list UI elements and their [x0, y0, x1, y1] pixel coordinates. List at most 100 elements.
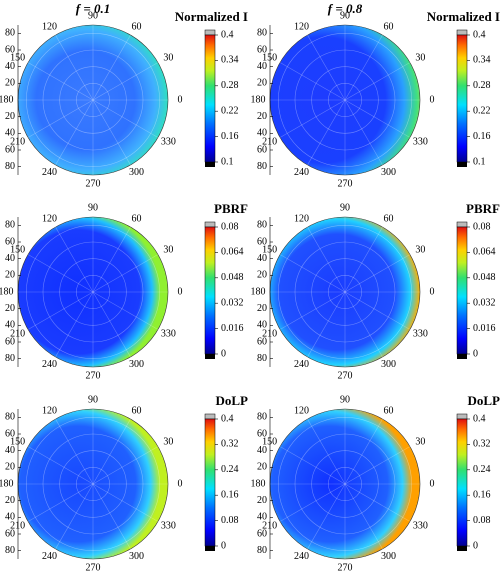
radial-grid: [42, 49, 144, 151]
theta-tick-label: 330: [161, 328, 176, 339]
r-tick-label: 40: [257, 445, 267, 456]
angular-grid: [307, 34, 346, 101]
r-tick-label: 40: [5, 320, 15, 331]
angular-grid: [344, 62, 411, 101]
colorbar-tick-label: 0.32: [221, 439, 239, 450]
colorbar-tick-label: 0.32: [473, 439, 491, 450]
theta-tick-label: 60: [132, 22, 142, 33]
r-tick-label: 20: [5, 303, 15, 314]
radial-grid: [328, 275, 362, 309]
r-tick-label: 80: [5, 412, 15, 423]
colorbar-cap-bottom: [205, 546, 215, 551]
colorbar: [204, 418, 216, 547]
colorbar-tick-label: 0.4: [221, 29, 234, 40]
colorbar-tick-label: 0.064: [221, 247, 244, 258]
theta-tick-label: 270: [86, 178, 101, 189]
angular-grid: [27, 483, 94, 522]
r-tick-label: 60: [5, 236, 15, 247]
r-tick-label: 40: [5, 128, 15, 139]
theta-tick-label: 150: [10, 436, 25, 447]
radial-grid: [76, 83, 110, 117]
theta-tick-label: 330: [161, 136, 176, 147]
radial-grid: [278, 417, 412, 551]
colorbar-cap-top: [456, 413, 468, 420]
angular-grid: [55, 99, 94, 166]
theta-tick-label: 150: [262, 436, 277, 447]
colorbar-tick-label: 0: [221, 348, 226, 359]
theta-tick-label: 300: [381, 551, 396, 562]
theta-tick-label: 300: [381, 359, 396, 370]
theta-tick-label: 0: [178, 478, 183, 489]
colorbar-tick-label: 0.16: [221, 489, 239, 500]
r-tick-label: 40: [5, 512, 15, 523]
r-tick-label: 60: [5, 528, 15, 539]
colorbar-cap-bottom: [457, 354, 467, 359]
theta-tick-label: 210: [262, 520, 277, 531]
r-tick-label: 20: [257, 78, 267, 89]
radial-grid: [311, 258, 379, 326]
colorbar-tick-label: 0.016: [473, 323, 496, 334]
angular-grid: [92, 226, 131, 293]
theta-tick-label: 210: [10, 520, 25, 531]
colorbar-label: PBRF: [466, 201, 500, 216]
colorbar-cap-bottom: [457, 162, 467, 167]
theta-tick-label: 180: [251, 286, 266, 297]
theta-tick-label: 60: [384, 214, 394, 225]
colorbar-tick-label: 0.1: [473, 156, 486, 167]
radial-grid: [311, 450, 379, 518]
r-tick-label: 20: [257, 111, 267, 122]
angular-grid: [27, 62, 94, 101]
theta-tick-label: 180: [0, 94, 14, 105]
angular-grid: [27, 291, 94, 330]
colorbar-tick-label: 0: [221, 540, 226, 551]
theta-tick-label: 0: [430, 286, 435, 297]
r-tick-label: 80: [257, 161, 267, 172]
theta-tick-label: 330: [413, 520, 428, 531]
angular-grid: [92, 99, 131, 166]
r-tick-label: 80: [5, 220, 15, 231]
theta-tick-label: 0: [430, 94, 435, 105]
colorbar-tick-label: 0.048: [221, 272, 244, 283]
colorbar-cap-top: [456, 221, 468, 228]
r-tick-label: 40: [257, 253, 267, 264]
r-tick-label: 20: [257, 495, 267, 506]
radial-grid: [294, 433, 396, 535]
angular-grid: [344, 291, 411, 330]
angular-grid: [344, 483, 411, 522]
theta-tick-label: 210: [10, 136, 25, 147]
angular-grid: [279, 254, 346, 293]
theta-tick-label: 0: [178, 94, 183, 105]
theta-tick-label: 0: [178, 286, 183, 297]
theta-tick-label: 30: [163, 52, 173, 63]
colorbar-tick-label: 0.032: [221, 297, 244, 308]
r-tick-label: 80: [5, 28, 15, 39]
colorbar-label: DoLP: [468, 393, 500, 408]
colorbar: [456, 418, 468, 547]
theta-tick-label: 240: [294, 167, 309, 178]
radial-grid: [42, 433, 144, 535]
r-tick-label: 80: [5, 161, 15, 172]
theta-tick-label: 30: [415, 244, 425, 255]
r-tick-label: 60: [257, 336, 267, 347]
r-tick-label: 80: [5, 353, 15, 364]
theta-tick-label: 180: [0, 478, 14, 489]
theta-tick-label: 60: [132, 214, 142, 225]
radial-grid: [328, 83, 362, 117]
colorbar-label: DoLP: [216, 393, 249, 408]
r-tick-label: 80: [257, 412, 267, 423]
r-tick-label: 60: [257, 236, 267, 247]
colorbar-tick-label: 0.048: [473, 272, 496, 283]
theta-tick-label: 60: [384, 22, 394, 33]
colorbar-tick-label: 0.4: [473, 413, 486, 424]
theta-tick-label: 300: [129, 167, 144, 178]
angular-grid: [344, 483, 383, 550]
theta-tick-label: 150: [10, 244, 25, 255]
theta-tick-label: 300: [381, 167, 396, 178]
theta-tick-label: 240: [42, 167, 57, 178]
theta-tick-label: 210: [262, 136, 277, 147]
r-tick-label: 80: [5, 545, 15, 556]
theta-tick-label: 270: [338, 562, 353, 573]
theta-tick-label: 30: [415, 436, 425, 447]
theta-tick-label: 270: [338, 370, 353, 381]
radial-grid: [328, 467, 362, 501]
